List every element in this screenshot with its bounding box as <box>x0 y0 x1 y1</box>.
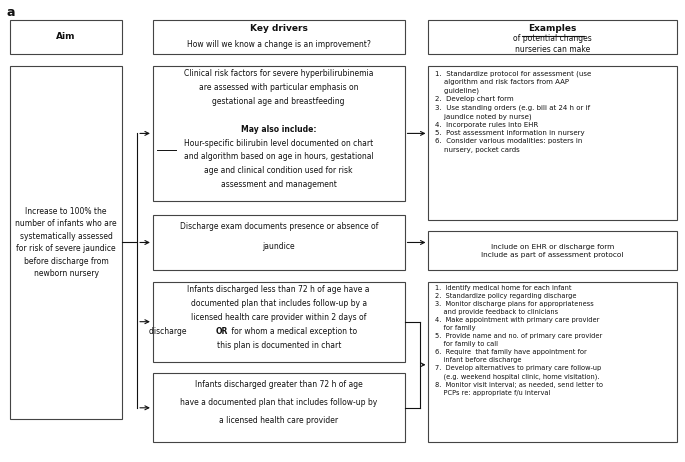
FancyBboxPatch shape <box>153 66 405 201</box>
Text: Clinical risk factors for severe hyperbilirubinemia: Clinical risk factors for severe hyperbi… <box>184 69 373 79</box>
Text: assessment and management: assessment and management <box>221 180 336 189</box>
FancyBboxPatch shape <box>153 20 405 54</box>
FancyBboxPatch shape <box>428 66 677 219</box>
Text: Hour-specific bilirubin level documented on chart: Hour-specific bilirubin level documented… <box>184 139 373 147</box>
Text: a licensed health care provider: a licensed health care provider <box>219 416 338 425</box>
FancyBboxPatch shape <box>10 20 122 54</box>
FancyBboxPatch shape <box>153 373 405 442</box>
FancyBboxPatch shape <box>428 231 677 270</box>
Text: age and clinical condition used for risk: age and clinical condition used for risk <box>204 166 353 175</box>
Text: a: a <box>6 6 15 19</box>
FancyBboxPatch shape <box>153 215 405 270</box>
Text: gestational age and breastfeeding: gestational age and breastfeeding <box>212 97 345 106</box>
Text: documented plan that includes follow-up by a: documented plan that includes follow-up … <box>190 299 366 308</box>
FancyBboxPatch shape <box>428 281 677 442</box>
Text: Key drivers: Key drivers <box>250 24 308 33</box>
Text: and algorithm based on age in hours, gestational: and algorithm based on age in hours, ges… <box>184 152 373 161</box>
Text: of potential changes
nurseries can make: of potential changes nurseries can make <box>513 34 592 55</box>
Text: 1.  Standardize protocol for assessment (use
    algorithm and risk factors from: 1. Standardize protocol for assessment (… <box>435 70 591 152</box>
FancyBboxPatch shape <box>428 20 677 54</box>
Text: discharge: discharge <box>149 327 189 336</box>
Text: Infants discharged greater than 72 h of age: Infants discharged greater than 72 h of … <box>195 380 362 389</box>
Text: How will we know a change is an improvement?: How will we know a change is an improvem… <box>187 40 371 49</box>
Text: OR: OR <box>216 327 228 336</box>
Text: 1.  Identify medical home for each infant
2.  Standardize policy regarding disch: 1. Identify medical home for each infant… <box>435 285 603 395</box>
Text: Include on EHR or discharge form
Include as part of assessment protocol: Include on EHR or discharge form Include… <box>482 243 624 257</box>
Text: licensed health care provider within 2 days of: licensed health care provider within 2 d… <box>191 313 366 322</box>
Text: are assessed with particular emphasis on: are assessed with particular emphasis on <box>199 83 358 92</box>
FancyBboxPatch shape <box>10 66 122 419</box>
Text: jaundice: jaundice <box>262 242 295 251</box>
Text: for whom a medical exception to: for whom a medical exception to <box>229 327 358 336</box>
Text: this plan is documented in chart: this plan is documented in chart <box>216 341 341 350</box>
Text: May also include:: May also include: <box>241 125 316 134</box>
Text: have a documented plan that includes follow-up by: have a documented plan that includes fol… <box>180 398 377 407</box>
Text: Examples: Examples <box>528 24 577 33</box>
Text: Increase to 100% the
number of infants who are
systematically assessed
for risk : Increase to 100% the number of infants w… <box>15 207 117 278</box>
FancyBboxPatch shape <box>153 281 405 362</box>
Text: Discharge exam documents presence or absence of: Discharge exam documents presence or abs… <box>179 222 378 231</box>
Text: Infants discharged less than 72 h of age have a: Infants discharged less than 72 h of age… <box>188 286 370 294</box>
Text: Aim: Aim <box>56 32 76 42</box>
